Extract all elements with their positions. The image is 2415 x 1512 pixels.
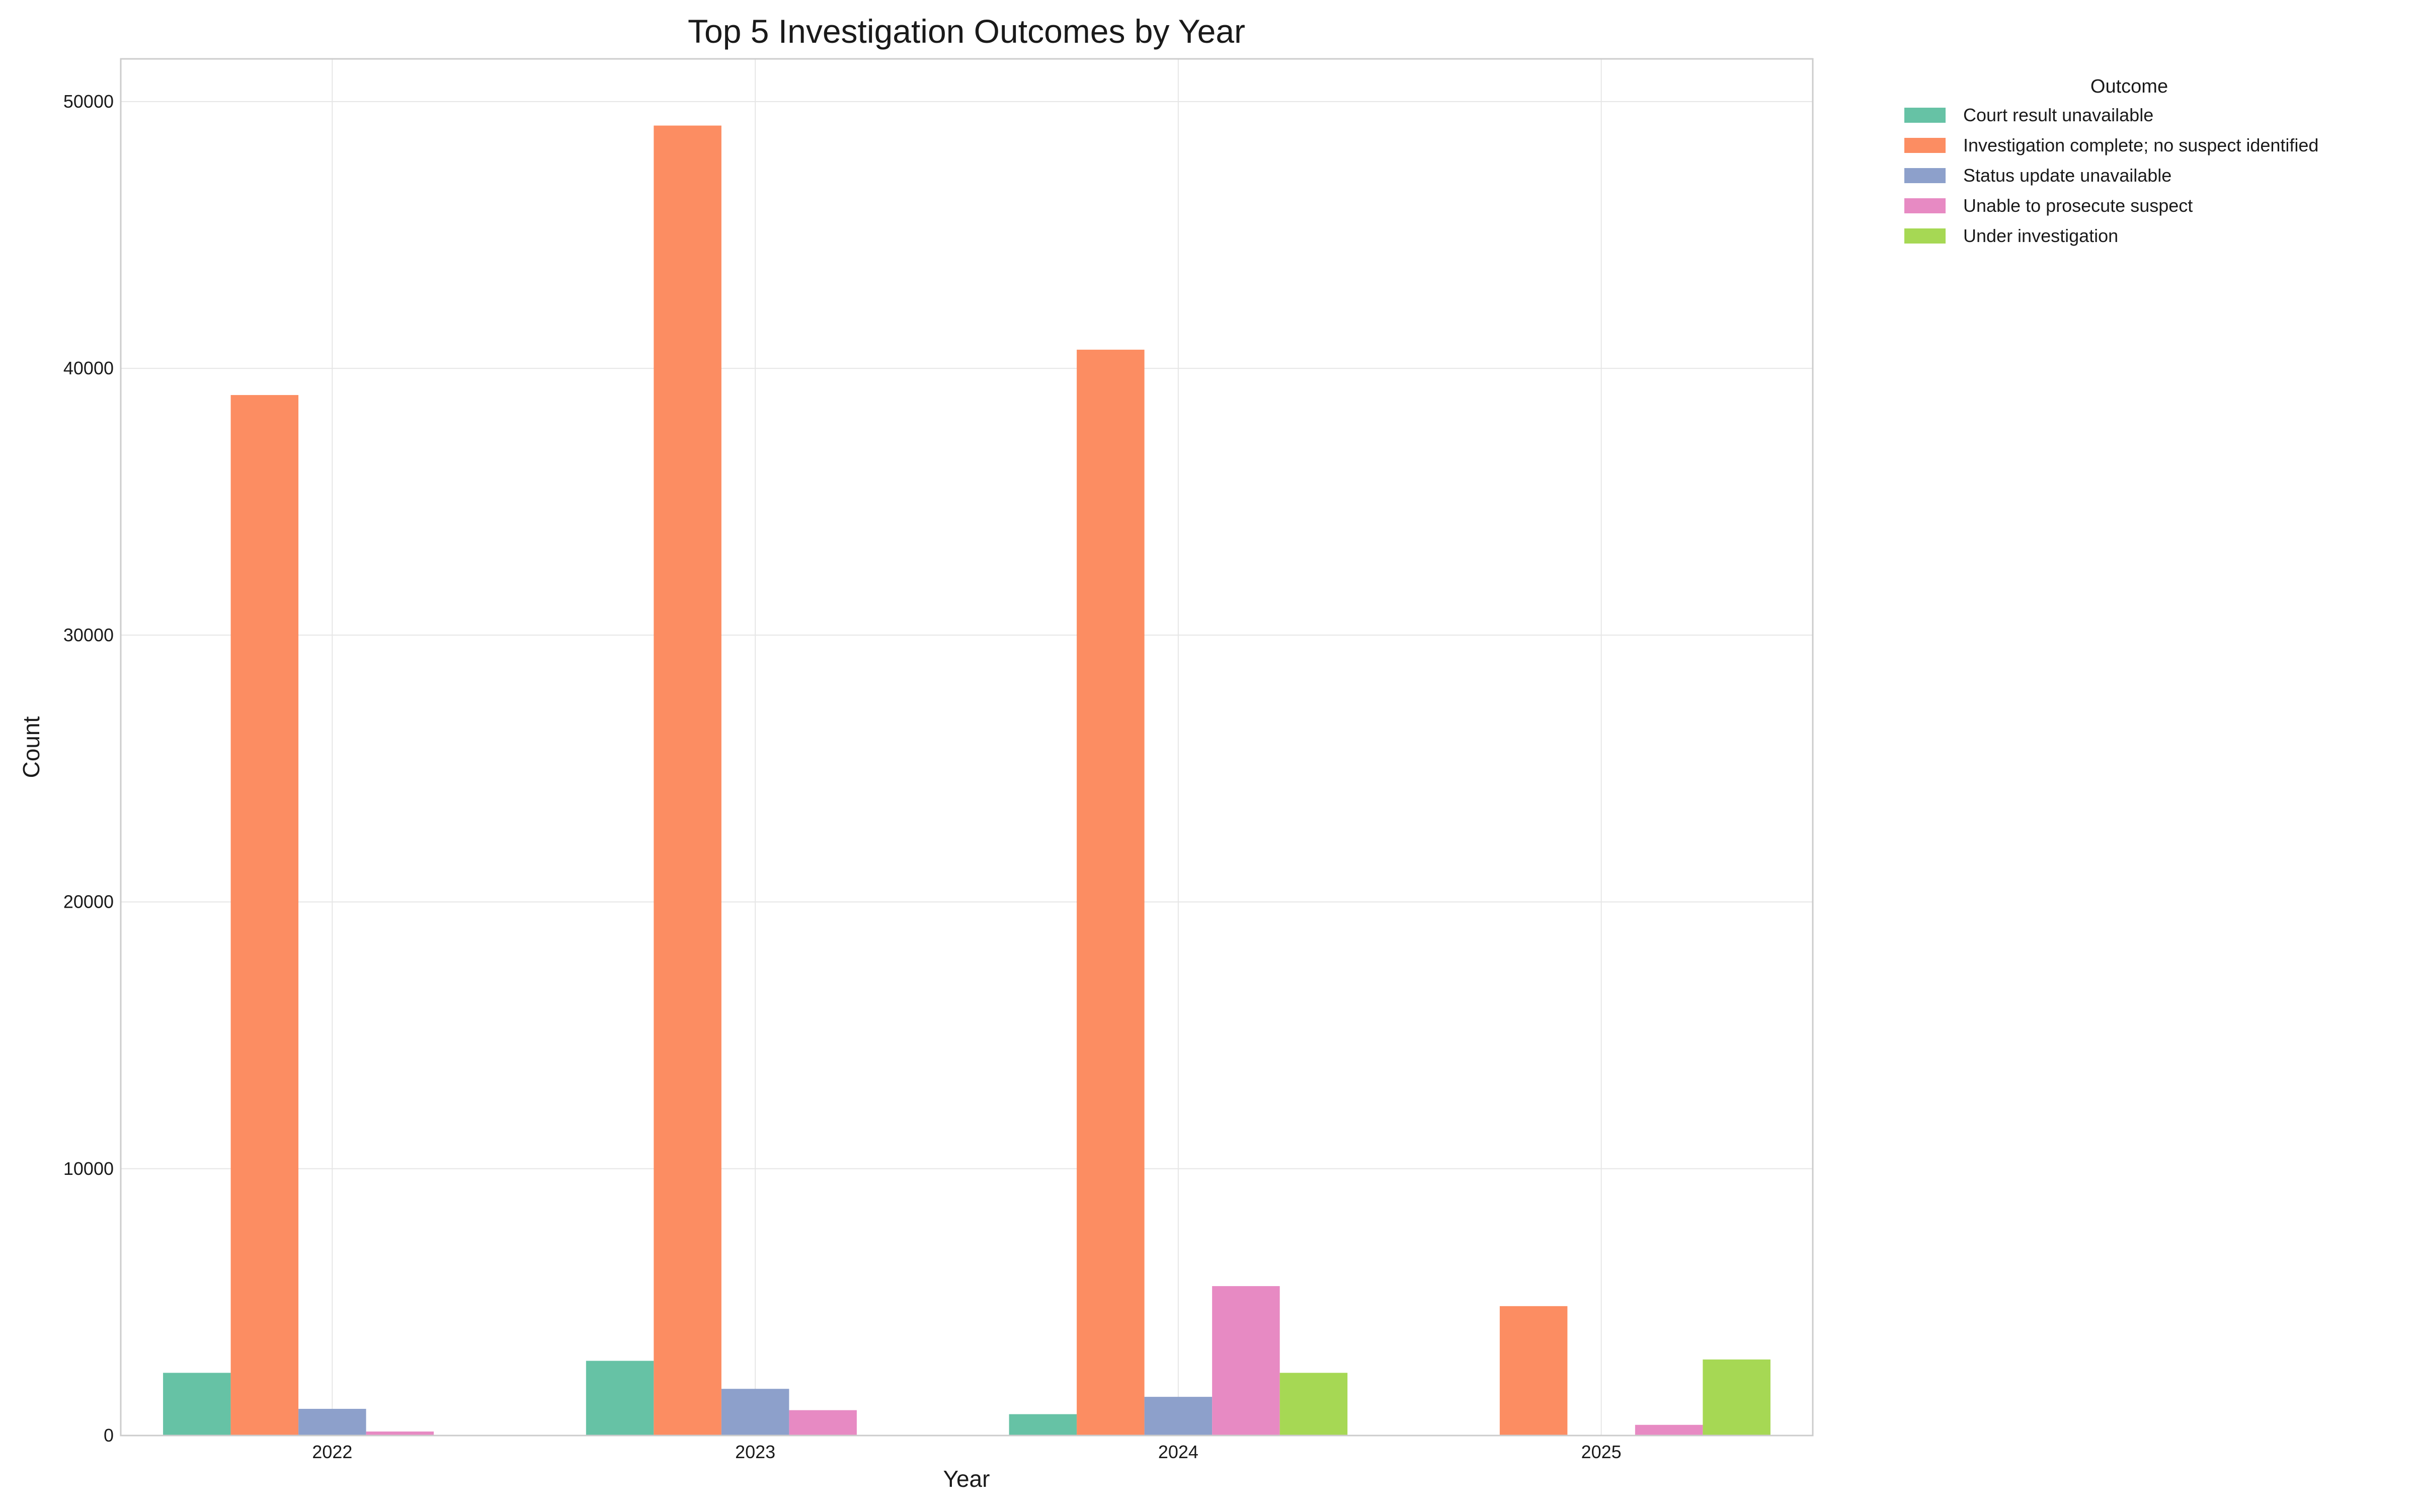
legend-label: Status update unavailable [1963,165,2171,186]
y-tick-label: 10000 [63,1158,114,1179]
bar-2022-unable-to-prosecute-suspect [366,1431,434,1436]
x-axis-ticks: 2022 2023 2024 2025 [312,1442,1621,1462]
y-tick-label: 50000 [63,91,114,112]
x-tick-label: 2024 [1158,1442,1198,1462]
y-tick-label: 40000 [63,358,114,378]
bar-2022-court-result-unavailable [163,1373,231,1436]
legend-swatch [1904,168,1946,183]
bar-2024-status-update-unavailable [1144,1397,1213,1436]
bar-2025-unable-to-prosecute-suspect [1635,1424,1703,1436]
legend-swatch [1904,228,1946,244]
y-axis-label: Count [18,716,44,778]
bar-2023-investigation-complete-no-suspect-identified [654,125,721,1436]
bar-2025-investigation-complete-no-suspect-identified [1499,1306,1568,1436]
legend-label: Unable to prosecute suspect [1963,195,2193,216]
legend-label: Investigation complete; no suspect ident… [1963,135,2318,155]
bar-2024-unable-to-prosecute-suspect [1212,1286,1280,1436]
bar-2022-status-update-unavailable [298,1408,366,1436]
bar-2024-investigation-complete-no-suspect-identified [1077,349,1145,1436]
grid [121,59,1813,1436]
x-tick-label: 2023 [735,1442,775,1462]
bar-2022-investigation-complete-no-suspect-identified [230,395,299,1436]
y-tick-label: 20000 [63,892,114,912]
legend-swatch [1904,138,1946,153]
legend-items: Court result unavailable Investigation co… [1904,105,2318,246]
y-tick-label: 30000 [63,624,114,645]
x-tick-label: 2022 [312,1442,352,1462]
bar-2024-court-result-unavailable [1009,1414,1077,1436]
legend-title: Outcome [2090,76,2168,97]
plot-frame [120,58,1814,1437]
bar-2025-under-investigation [1703,1359,1770,1436]
bars [163,125,1770,1436]
legend: Outcome Court result unavailable Investig… [1904,76,2318,246]
y-tick-label: 0 [104,1425,114,1446]
bar-2023-court-result-unavailable [586,1361,654,1436]
x-tick-label: 2025 [1581,1442,1622,1462]
legend-swatch [1904,108,1946,123]
bar-2024-under-investigation [1279,1373,1348,1436]
chart-title: Top 5 Investigation Outcomes by Year [688,13,1245,50]
y-axis-ticks: 0 10000 20000 30000 40000 50000 [63,91,114,1446]
legend-label: Court result unavailable [1963,105,2153,125]
x-axis-label: Year [943,1466,990,1492]
legend-swatch [1904,198,1946,213]
bar-2023-status-update-unavailable [721,1389,789,1436]
bar-2023-unable-to-prosecute-suspect [789,1410,857,1436]
legend-label: Under investigation [1963,225,2118,246]
